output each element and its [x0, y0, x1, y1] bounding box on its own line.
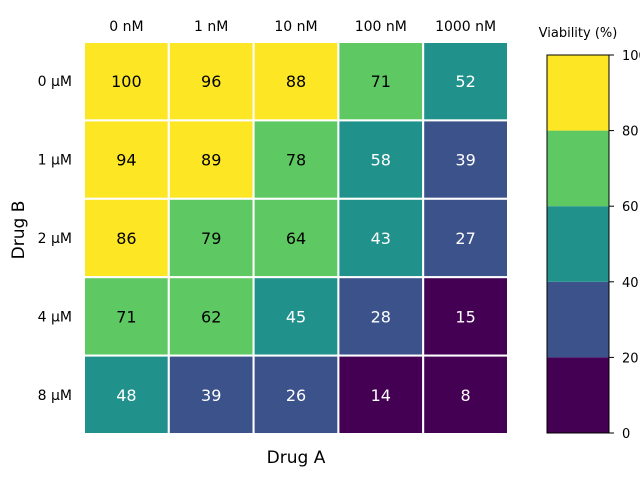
colorbar-segment — [547, 357, 609, 433]
heatmap-cell — [422, 354, 510, 436]
column-header-label: 100 nM — [355, 19, 407, 35]
cell-value-label: 48 — [116, 386, 136, 405]
colorbar-tick-label: 100 — [622, 49, 640, 64]
column-header-label: 1 nM — [194, 19, 228, 35]
row-header-label: 2 µM — [38, 231, 72, 247]
colorbar-segment — [547, 55, 609, 131]
colorbar-frame — [546, 54, 610, 434]
cell-value-label: 52 — [455, 72, 475, 91]
cell-value-label: 39 — [201, 386, 221, 405]
colorbar-tick-label: 60 — [622, 200, 639, 215]
colorbar-tick-label: 20 — [622, 351, 639, 366]
heatmap-cell — [83, 354, 170, 436]
colorbar-tick-label: 40 — [622, 276, 639, 291]
cell-value-label: 58 — [371, 151, 391, 170]
cell-value-label: 14 — [371, 386, 391, 405]
cell-value-label: 26 — [286, 386, 306, 405]
heatmap-cell — [83, 119, 170, 200]
row-header-label: 0 µM — [38, 74, 72, 90]
cell-value-label: 39 — [455, 151, 475, 170]
cell-value-label: 100 — [111, 72, 142, 91]
heatmap-cell — [167, 197, 255, 279]
column-header-label: 1000 nM — [435, 19, 496, 35]
cell-value-label: 79 — [201, 229, 221, 248]
colorbar-segment — [547, 281, 609, 358]
colorbar-tick-label: 80 — [622, 125, 639, 140]
y-axis-label: Drug B — [9, 201, 29, 260]
colorbar: 0 20 40 60 80 100 — [546, 49, 640, 442]
cell-value-label: 64 — [286, 229, 306, 248]
cell-value-label: 71 — [371, 72, 391, 91]
row-header-label: 4 µM — [38, 309, 72, 325]
cell-value-label: 15 — [455, 307, 475, 326]
heatmap-cell — [337, 276, 425, 357]
heatmap-cell — [83, 41, 170, 122]
heatmap-cell — [252, 354, 340, 436]
heatmap-cell — [167, 41, 255, 122]
x-axis-label: Drug A — [267, 448, 326, 468]
cell-value-label: 88 — [286, 72, 306, 91]
cell-value-label: 8 — [461, 386, 471, 405]
cell-value-label: 43 — [371, 229, 391, 248]
heatmap-cell — [252, 119, 340, 200]
row-header-label: 8 µM — [38, 388, 72, 404]
column-header-label: 10 nM — [274, 19, 317, 35]
heatmap-cell — [337, 197, 425, 279]
colorbar-segment — [547, 130, 609, 207]
heatmap-cell — [422, 276, 510, 357]
cell-value-label: 45 — [286, 307, 306, 326]
heatmap-cell — [83, 276, 170, 357]
cell-value-label: 86 — [116, 229, 136, 248]
cell-value-label: 78 — [286, 151, 306, 170]
row-headers: 0 µM 1 µM 2 µM 4 µM 8 µM — [38, 74, 72, 404]
column-headers: 0 nM 1 nM 10 nM 100 nM 1000 nM — [109, 19, 496, 35]
colorbar-title: Viability (%) — [539, 26, 618, 41]
cell-value-label: 94 — [116, 151, 136, 170]
column-header-label: 0 nM — [109, 19, 143, 35]
cell-value-label: 71 — [116, 307, 136, 326]
heatmap-cell — [167, 354, 255, 436]
colorbar-tick-label: 0 — [622, 427, 630, 442]
cell-value-label: 28 — [371, 307, 391, 326]
heatmap-cell — [252, 276, 340, 357]
colorbar-segment — [547, 206, 609, 282]
heatmap-cell — [167, 276, 255, 357]
cell-value-label: 62 — [201, 307, 221, 326]
cell-value-label: 89 — [201, 151, 221, 170]
heatmap-cell — [422, 119, 510, 200]
heatmap-grid: 100 96 88 71 52 94 89 78 58 39 86 79 64 43 27 71 62 45 28 1… — [83, 41, 510, 436]
cell-value-label: 96 — [201, 72, 221, 91]
row-header-label: 1 µM — [38, 153, 72, 169]
cell-value-label: 27 — [455, 229, 475, 248]
